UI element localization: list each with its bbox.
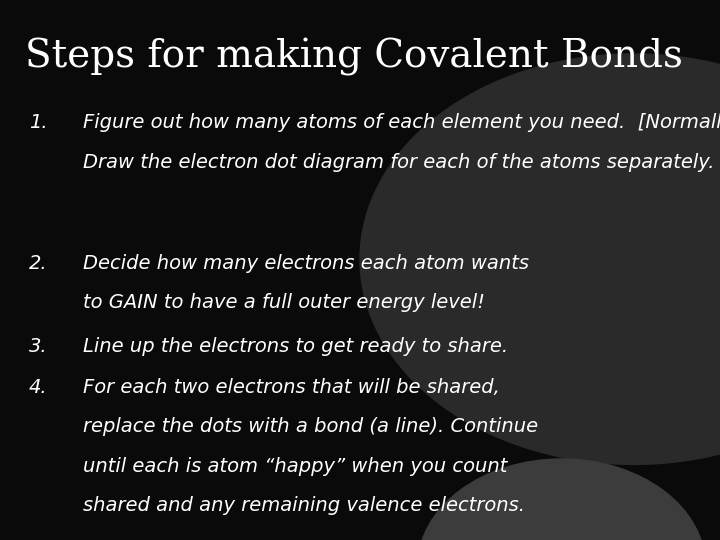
- Text: to GAIN to have a full outer energy level!: to GAIN to have a full outer energy leve…: [83, 293, 485, 312]
- Text: shared and any remaining valence electrons.: shared and any remaining valence electro…: [83, 496, 525, 515]
- Text: until each is atom “happy” when you count: until each is atom “happy” when you coun…: [83, 457, 507, 476]
- Text: Line up the electrons to get ready to share.: Line up the electrons to get ready to sh…: [83, 338, 508, 356]
- Text: Figure out how many atoms of each element you need.  [Normally given by the form: Figure out how many atoms of each elemen…: [83, 113, 720, 132]
- Text: replace the dots with a bond (a line). Continue: replace the dots with a bond (a line). C…: [83, 417, 538, 436]
- Text: 2.: 2.: [29, 254, 48, 273]
- Text: Steps for making Covalent Bonds: Steps for making Covalent Bonds: [25, 38, 683, 76]
- Text: 4.: 4.: [29, 378, 48, 397]
- Text: For each two electrons that will be shared,: For each two electrons that will be shar…: [83, 378, 500, 397]
- Text: Draw the electron dot diagram for each of the atoms separately.: Draw the electron dot diagram for each o…: [83, 153, 714, 172]
- Circle shape: [360, 54, 720, 464]
- Circle shape: [418, 459, 706, 540]
- Text: 3.: 3.: [29, 338, 48, 356]
- Text: 1.: 1.: [29, 113, 48, 132]
- Text: Decide how many electrons each atom wants: Decide how many electrons each atom want…: [83, 254, 528, 273]
